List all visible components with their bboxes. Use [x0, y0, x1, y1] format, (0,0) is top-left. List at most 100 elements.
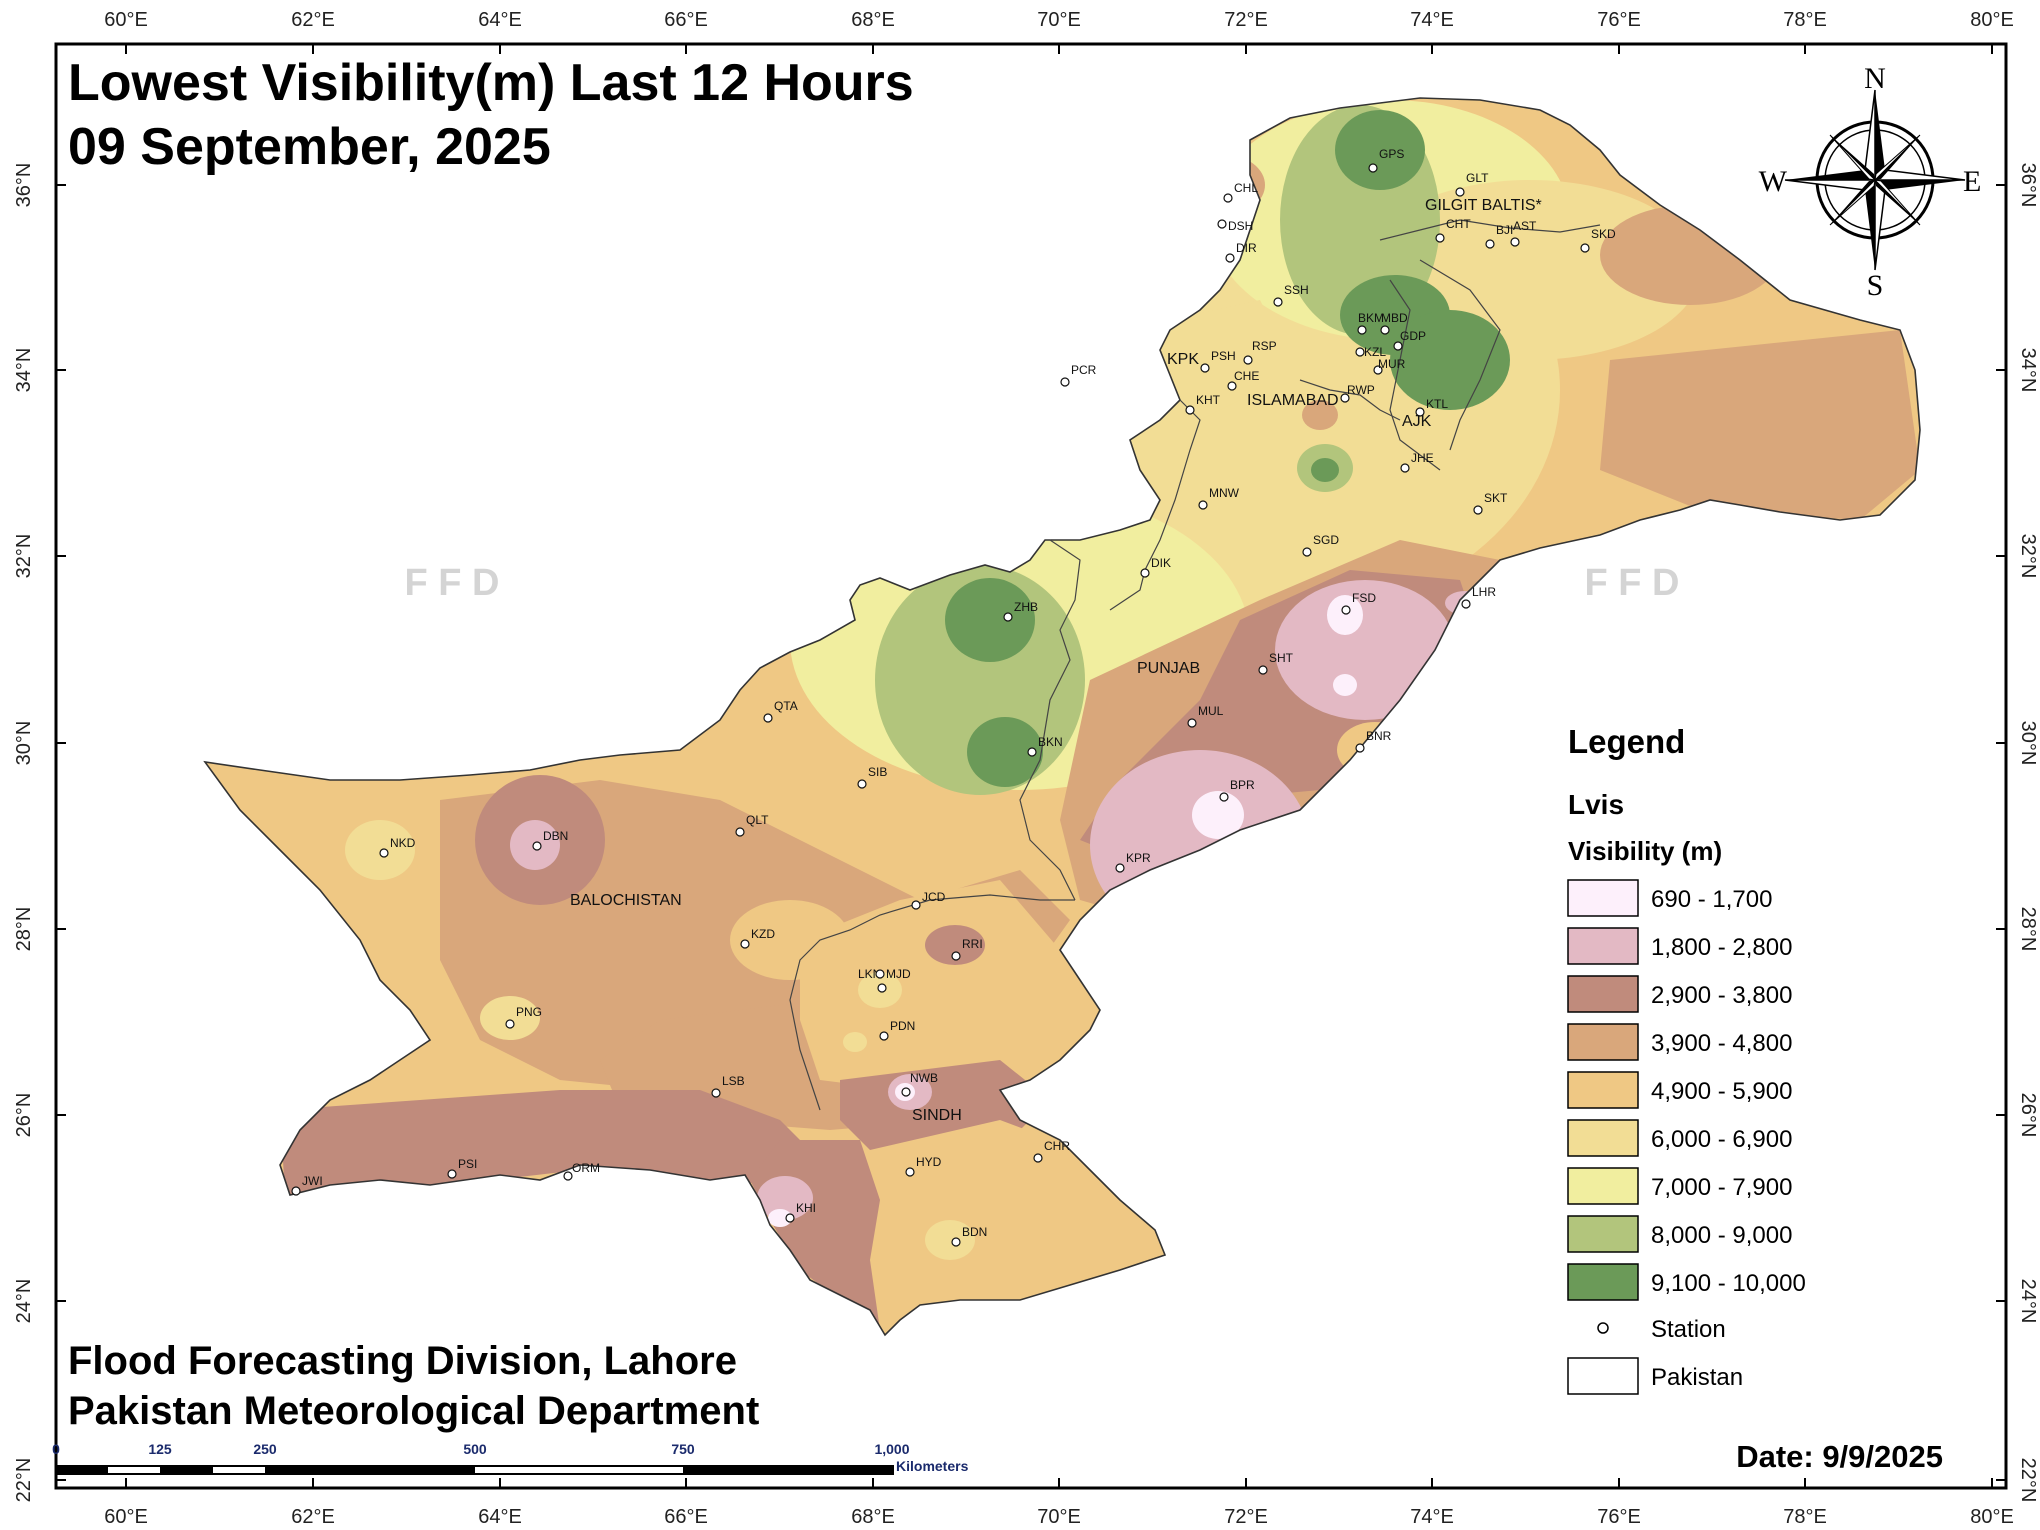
- station-label: GPS: [1379, 147, 1404, 161]
- lon-tick-label: 72°E: [1224, 9, 1268, 31]
- station-icon: [1258, 665, 1268, 675]
- station-icon: [447, 1169, 457, 1179]
- station-icon: [1435, 233, 1445, 243]
- watermark-left: F F D: [405, 562, 500, 604]
- lon-tick-label: 60°E: [104, 1506, 148, 1528]
- station-icon: [1355, 347, 1365, 357]
- lat-tick-labels-left: 36°N 34°N 32°N 30°N 28°N 26°N 24°N 22°N: [13, 163, 35, 1503]
- station-icon: [740, 939, 750, 949]
- lat-tick-label: 22°N: [2017, 1458, 2039, 1503]
- compass-west-label: W: [1759, 165, 1788, 198]
- lat-tick-label: 36°N: [13, 163, 35, 208]
- legend-boundary-label: Pakistan: [1651, 1364, 1743, 1391]
- station-label: KPR: [1126, 851, 1151, 865]
- station-label: BJI: [1496, 223, 1513, 237]
- legend-class-swatch: [1567, 1167, 1639, 1205]
- station-icon: [1115, 863, 1125, 873]
- station-icon: [711, 1088, 721, 1098]
- station-icon: [1461, 599, 1471, 609]
- station-label: RWP: [1347, 383, 1375, 397]
- station-icon: [1223, 193, 1233, 203]
- region-label: BALOCHISTAN: [570, 892, 682, 909]
- station-icon: [901, 1087, 911, 1097]
- lat-tick-label: 24°N: [13, 1279, 35, 1324]
- station-icon: [1340, 393, 1350, 403]
- legend-title: Legend: [1568, 723, 1685, 760]
- legend-station-label: Station: [1651, 1316, 1726, 1343]
- station-label: DBN: [543, 829, 568, 843]
- legend-class-swatch: [1567, 1263, 1639, 1301]
- station-icon: [911, 900, 921, 910]
- station-label: AST: [1513, 219, 1537, 233]
- station-icon: [1273, 297, 1283, 307]
- graticule-ticks: [56, 44, 2006, 1488]
- region-label: GILGIT BALTIS*: [1425, 197, 1542, 214]
- legend-field-name: Visibility (m): [1568, 836, 1722, 866]
- station-icon: [1033, 1153, 1043, 1163]
- map-date: Date: 9/9/2025: [1736, 1439, 1943, 1474]
- scale-tick-label: 750: [671, 1441, 695, 1457]
- lon-tick-label: 64°E: [478, 1506, 522, 1528]
- station-icon: [1302, 547, 1312, 557]
- station-label: KHI: [796, 1201, 816, 1215]
- scale-tick-label: 250: [253, 1441, 277, 1457]
- legend-class-swatch: [1567, 1119, 1639, 1157]
- station-icon: [1225, 253, 1235, 263]
- station-label: CHR: [1044, 1139, 1070, 1153]
- station-icon: [1003, 612, 1013, 622]
- lon-tick-label: 60°E: [104, 9, 148, 31]
- station-label: DSH: [1228, 219, 1253, 233]
- compass-south-label: S: [1867, 269, 1884, 302]
- station-label: SGD: [1313, 533, 1339, 547]
- station-icon: [1243, 355, 1253, 365]
- station-label: LSB: [722, 1074, 745, 1088]
- station-icon: [857, 779, 867, 789]
- lat-tick-label: 24°N: [2017, 1279, 2039, 1324]
- station-icon: [1219, 792, 1229, 802]
- station-label: PCR: [1071, 363, 1097, 377]
- legend-class-label: 8,000 - 9,000: [1651, 1222, 1792, 1249]
- map-title-line2: 09 September, 2025: [68, 118, 551, 176]
- station-icon: [905, 1167, 915, 1177]
- station-label: HYD: [916, 1155, 942, 1169]
- station-label: KTL: [1426, 397, 1448, 411]
- station-label: SKD: [1591, 227, 1616, 241]
- station-label: JCD: [922, 890, 946, 904]
- station-icon: [1227, 381, 1237, 391]
- credit-line2: Pakistan Meteorological Department: [68, 1389, 759, 1433]
- station-label: FSD: [1352, 591, 1376, 605]
- legend-class-label: 2,900 - 3,800: [1651, 982, 1792, 1009]
- station-icon: [879, 1031, 889, 1041]
- station-label: PDN: [890, 1019, 915, 1033]
- station-label: DIK: [1151, 556, 1171, 570]
- scale-tick-label: 0: [52, 1441, 60, 1457]
- station-icon: [951, 1237, 961, 1247]
- station-icon: [1485, 239, 1495, 249]
- lat-tick-label: 22°N: [13, 1458, 35, 1503]
- station-icon: [1373, 365, 1383, 375]
- station-label: MUR: [1378, 357, 1406, 371]
- station-icon: [1393, 341, 1403, 351]
- station-icon: [1341, 605, 1351, 615]
- station-icon: [1380, 325, 1390, 335]
- lon-tick-label: 66°E: [664, 1506, 708, 1528]
- station-icon: [1473, 505, 1483, 515]
- lon-tick-label: 74°E: [1410, 1506, 1454, 1528]
- lon-tick-label: 78°E: [1783, 9, 1827, 31]
- station-label: KZD: [751, 927, 775, 941]
- station-label: PNG: [516, 1005, 542, 1019]
- lat-tick-label: 32°N: [13, 534, 35, 579]
- station-label: QLT: [746, 813, 769, 827]
- legend-class-label: 1,800 - 2,800: [1651, 934, 1792, 961]
- station-label: PSH: [1211, 349, 1236, 363]
- station-label: ORM: [572, 1161, 600, 1175]
- compass-north-label: N: [1864, 62, 1886, 95]
- lat-tick-label: 26°N: [13, 1093, 35, 1138]
- scale-tick-label: 125: [148, 1441, 172, 1457]
- station-label: SIB: [868, 765, 887, 779]
- lon-tick-label: 80°E: [1970, 9, 2014, 31]
- legend-boundary-swatch: [1567, 1357, 1639, 1395]
- station-label: CHL: [1234, 181, 1258, 195]
- station-label: GDP: [1400, 329, 1426, 343]
- station-icon: [291, 1186, 301, 1196]
